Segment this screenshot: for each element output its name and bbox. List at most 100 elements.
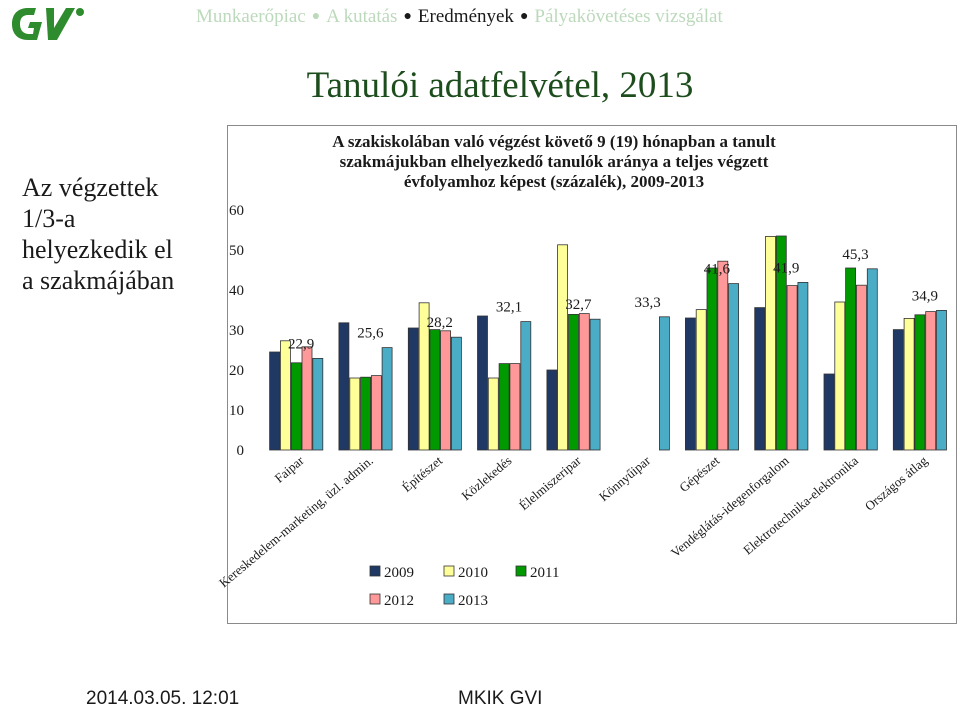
data-label: 41,6 bbox=[704, 262, 731, 278]
bar-2013-9 bbox=[866, 268, 878, 451]
legend-label-2010: 2010 bbox=[458, 565, 488, 581]
bar-2010-3 bbox=[418, 302, 430, 451]
y-tick-label: 60 bbox=[229, 203, 244, 219]
data-label: 33,3 bbox=[635, 295, 661, 311]
bar-2013-2 bbox=[381, 347, 393, 451]
bar-2009-1 bbox=[269, 351, 281, 451]
bar-2009-5 bbox=[546, 369, 558, 451]
bar-2010-4 bbox=[487, 377, 499, 451]
side-note: Az végzettek 1/3-a helyezkedik el a szak… bbox=[22, 172, 222, 296]
bar-2010-10 bbox=[903, 317, 915, 451]
legend-swatch-2013 bbox=[443, 593, 455, 605]
bar-2012-1 bbox=[301, 346, 313, 451]
x-tick-label: Vendéglátás-idegenforgalom bbox=[668, 453, 792, 560]
side-note-line: Az végzettek bbox=[22, 173, 159, 202]
bar-2013-4 bbox=[520, 321, 532, 451]
bar-2011-8 bbox=[775, 235, 787, 451]
bar-2012-4 bbox=[509, 363, 521, 451]
nav-item-a-kutatas[interactable]: A kutatás bbox=[326, 6, 398, 27]
legend-label-2009: 2009 bbox=[384, 565, 414, 581]
x-tick-label: Gépészet bbox=[676, 453, 722, 495]
nav-item-palyakoveteses-vizsgalat[interactable]: Pályakövetéses vizsgálat bbox=[534, 6, 723, 27]
nav-separator-dot: ● bbox=[519, 9, 529, 24]
data-label: 25,6 bbox=[357, 326, 384, 342]
bar-2012-5 bbox=[578, 313, 590, 451]
data-label: 28,2 bbox=[427, 315, 453, 331]
bar-2011-10 bbox=[914, 314, 926, 451]
data-label: 22,9 bbox=[288, 336, 314, 352]
bar-2012-3 bbox=[440, 330, 452, 451]
x-tick-label: Faipar bbox=[271, 452, 307, 485]
x-tick-label: Közlekedés bbox=[458, 453, 514, 503]
bar-2010-5 bbox=[557, 244, 568, 451]
bar-2013-10 bbox=[936, 309, 947, 451]
bar-2011-7 bbox=[706, 267, 718, 451]
x-tick-label: Elektrotechnika-elektronika bbox=[740, 453, 861, 558]
bar-2013-3 bbox=[450, 336, 462, 451]
bar-2013-6 bbox=[659, 316, 670, 451]
y-tick-label: 10 bbox=[229, 403, 244, 419]
footer-date: 2014.03.05. 12:01 bbox=[86, 688, 240, 709]
bar-2009-9 bbox=[823, 373, 835, 451]
side-note-line: helyezkedik el bbox=[22, 235, 173, 264]
bar-2013-8 bbox=[797, 281, 809, 451]
bar-2011-5 bbox=[568, 313, 579, 451]
nav-item-eredmenyek[interactable]: Eredmények bbox=[417, 6, 514, 27]
chart-title-line: évfolyamhoz képest (százalék), 2009-2013 bbox=[403, 172, 705, 191]
bar-2009-4 bbox=[477, 315, 488, 451]
bar-2012-7 bbox=[717, 260, 729, 451]
y-tick-label: 50 bbox=[229, 243, 244, 259]
x-tick-label: Országos átlag bbox=[862, 452, 931, 513]
x-tick-label: Építészet bbox=[399, 453, 445, 495]
bar-2010-8 bbox=[765, 235, 776, 451]
legend-swatch-2010 bbox=[443, 565, 455, 577]
bar-2011-1 bbox=[290, 362, 302, 451]
data-label: 45,3 bbox=[842, 247, 868, 263]
nav-separator-dot: ● bbox=[403, 9, 412, 24]
data-label: 32,7 bbox=[565, 297, 592, 313]
data-label: 34,9 bbox=[912, 288, 938, 304]
legend-label-2011: 2011 bbox=[530, 565, 559, 581]
legend-label-2012: 2012 bbox=[384, 593, 414, 609]
data-label: 41,9 bbox=[773, 260, 799, 276]
bar-2012-9 bbox=[856, 284, 867, 451]
bar-2013-1 bbox=[312, 357, 324, 451]
bar-2009-2 bbox=[338, 322, 350, 451]
bar-2009-8 bbox=[754, 307, 766, 451]
side-note-line: a szakmájában bbox=[22, 266, 175, 295]
bar-2012-8 bbox=[786, 285, 798, 451]
chart-title-line: A szakiskolában való végzést követő 9 (1… bbox=[332, 132, 776, 151]
footer-org: MKIK GVI bbox=[458, 688, 543, 709]
x-tick-label: Élelmiszeripar bbox=[516, 452, 584, 513]
nav-item-munkaeropiac[interactable]: Munkaerőpiac bbox=[196, 6, 306, 27]
nav-separator-dot: ● bbox=[311, 9, 321, 24]
bar-2011-3 bbox=[429, 329, 441, 451]
y-tick-label: 0 bbox=[237, 443, 245, 459]
y-tick-label: 40 bbox=[229, 283, 244, 299]
bar-2011-9 bbox=[845, 267, 856, 451]
bar-2010-1 bbox=[279, 340, 291, 451]
gvi-logo bbox=[12, 8, 84, 40]
bar-2013-7 bbox=[728, 283, 739, 451]
legend-swatch-2011 bbox=[515, 565, 527, 577]
data-label: 32,1 bbox=[496, 300, 522, 316]
bar-2009-10 bbox=[892, 329, 904, 451]
bar-2010-7 bbox=[695, 309, 707, 451]
bar-2011-2 bbox=[360, 376, 372, 451]
chart-title: A szakiskolában való végzést követő 9 (1… bbox=[254, 132, 854, 192]
bar-2010-9 bbox=[834, 301, 846, 451]
x-tick-label: Kereskedelem-marketing, üzl. admin. bbox=[216, 453, 376, 590]
top-nav: Munkaerőpiac ● A kutatás ● Eredmények ● Pályak… bbox=[196, 6, 954, 28]
bar-2009-7 bbox=[685, 317, 696, 451]
bar-2011-4 bbox=[498, 363, 510, 451]
bar-2009-3 bbox=[407, 327, 419, 451]
bar-2013-5 bbox=[589, 318, 601, 451]
page-title: Tanulói adatfelvétel, 2013 bbox=[306, 65, 694, 106]
x-tick-label: Könnyűipar bbox=[596, 452, 654, 504]
bar-2010-2 bbox=[349, 377, 361, 451]
bar-2012-10 bbox=[925, 311, 937, 451]
legend-swatch-2009 bbox=[369, 565, 381, 577]
y-tick-label: 20 bbox=[229, 363, 244, 379]
legend-label-2013: 2013 bbox=[458, 593, 488, 609]
